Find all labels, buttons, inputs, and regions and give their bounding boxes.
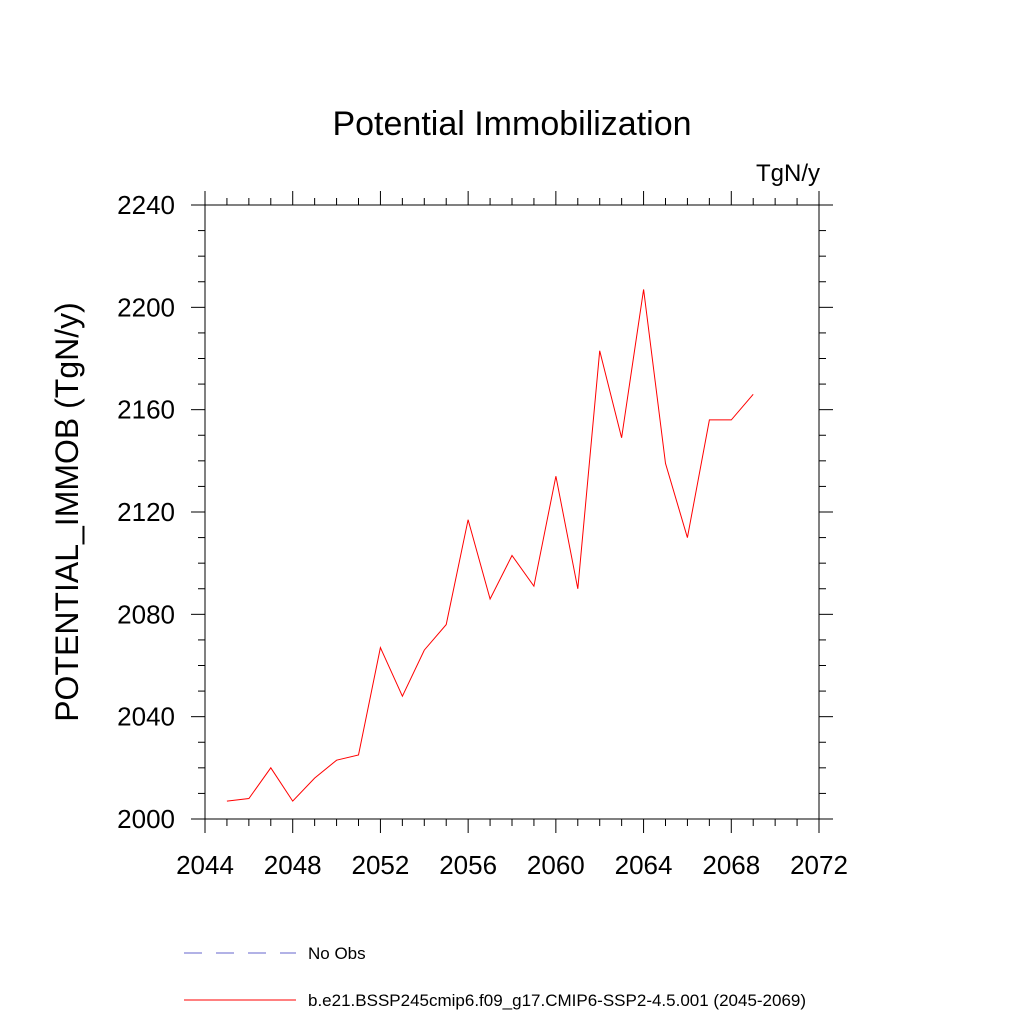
y-tick-label: 2080	[117, 599, 175, 629]
y-tick-label: 2240	[117, 190, 175, 220]
x-tick-label: 2064	[615, 850, 673, 880]
legend: No Obs b.e21.BSSP245cmip6.f09_g17.CMIP6-S…	[184, 944, 806, 1010]
y-tick-label: 2120	[117, 497, 175, 527]
chart-title: Potential Immobilization	[332, 105, 691, 143]
x-tick-label: 2048	[264, 850, 322, 880]
y-axis-label: POTENTIAL_IMMOB (TgN/y)	[49, 302, 85, 722]
x-tick-label: 2068	[702, 850, 760, 880]
series-layer	[226, 289, 754, 802]
y-tick-label: 2160	[117, 395, 175, 425]
x-tick-label: 2052	[352, 850, 410, 880]
legend-label: No Obs	[308, 944, 366, 963]
x-tick-label: 2056	[439, 850, 497, 880]
x-tick-label: 2044	[176, 850, 234, 880]
legend-label: b.e21.BSSP245cmip6.f09_g17.CMIP6-SSP2-4.…	[308, 991, 806, 1010]
axis-ticks	[191, 191, 833, 833]
y-tick-label: 2000	[117, 804, 175, 834]
y-tick-label: 2200	[117, 292, 175, 322]
series-line	[226, 289, 754, 802]
y-tick-label: 2040	[117, 702, 175, 732]
axis-tick-labels: 2044 2048 2052 2056 2060 2064 2068 2072 2000 2040…	[117, 190, 848, 880]
x-tick-label: 2072	[790, 850, 848, 880]
x-tick-label: 2060	[527, 850, 585, 880]
units-label: TgN/y	[756, 160, 820, 187]
plot-frame	[204, 204, 820, 820]
